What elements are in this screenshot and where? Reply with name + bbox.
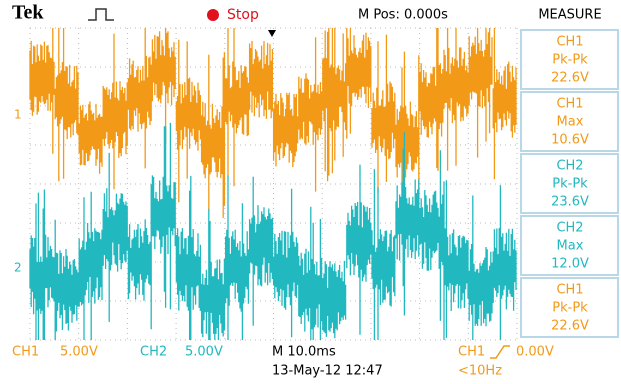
measure-value: 12.0V (551, 257, 589, 272)
trigger-source: CH1 (458, 345, 485, 360)
measure-type: Max (557, 239, 584, 254)
measure-value: 22.6V (551, 71, 589, 86)
measure-source: CH2 (556, 159, 583, 174)
trigger-level: 0.00V (516, 345, 554, 360)
measure-source: CH2 (556, 221, 583, 236)
measure-source: CH1 (556, 35, 583, 50)
ch1-scale: 5.00V (60, 345, 98, 360)
measure-value: 23.6V (551, 195, 589, 210)
oscilloscope-screen: Tek Stop M Pos: 0.000s MEASURE 1 2 CH1 Pk… (0, 0, 621, 380)
measure-type: Pk-Pk (552, 301, 588, 316)
frequency: <10Hz (458, 364, 502, 379)
brand: Tek (12, 2, 44, 24)
ch2-label: CH2 (140, 345, 167, 360)
measure-value: 10.6V (551, 133, 589, 148)
measure-type: Max (557, 115, 584, 130)
date: 13-May-12 12:47 (272, 364, 383, 379)
ch1-label: CH1 (12, 345, 39, 360)
status: Stop (227, 7, 259, 23)
stop-icon (207, 9, 219, 21)
measure-source: CH1 (556, 283, 583, 298)
measure-title: MEASURE (538, 8, 601, 23)
ch1-marker: 1 (14, 108, 22, 122)
timebase: M 10.0ms (272, 345, 336, 360)
ch2-marker: 2 (14, 261, 22, 275)
ch2-scale: 5.00V (185, 345, 223, 360)
position: M Pos: 0.000s (358, 8, 448, 23)
measure-type: Pk-Pk (552, 177, 588, 192)
measure-type: Pk-Pk (552, 53, 588, 68)
measure-source: CH1 (556, 97, 583, 112)
measure-panel: CH1 Pk-Pk 22.6V CH1 Max 10.6V CH2 Pk-Pk 23.6V CH2… (521, 30, 618, 337)
measure-value: 22.6V (551, 319, 589, 334)
